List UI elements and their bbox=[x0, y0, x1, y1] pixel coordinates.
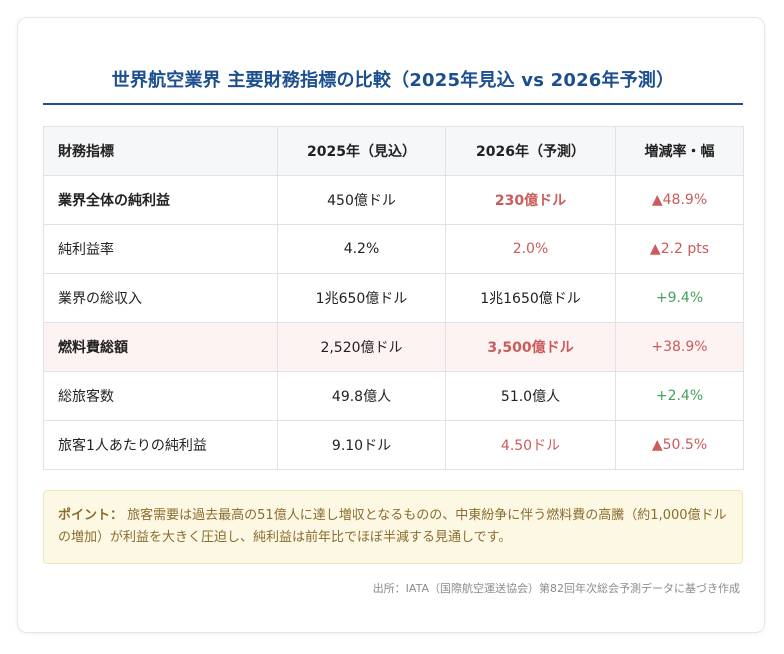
table-row-profit-per-passenger: 旅客1人あたりの純利益 9.10ドル 4.50ドル ▲50.5% bbox=[43, 420, 744, 470]
value-2026: 230億ドル bbox=[445, 175, 616, 225]
header-2025: 2025年（見込） bbox=[277, 126, 446, 176]
table-row-fuel-cost: 燃料費総額 2,520億ドル 3,500億ドル +38.9% bbox=[43, 322, 744, 372]
value-2026: 1兆1650億ドル bbox=[445, 273, 616, 323]
point-callout: ポイント： 旅客需要は過去最高の51億人に達し増収となるものの、中東紛争に伴う燃… bbox=[43, 490, 743, 564]
value-2025: 4.2% bbox=[277, 224, 446, 274]
value-2025: 450億ドル bbox=[277, 175, 446, 225]
metric-label: 旅客1人あたりの純利益 bbox=[43, 420, 278, 470]
header-change: 増減率・幅 bbox=[615, 126, 744, 176]
value-2025: 49.8億人 bbox=[277, 371, 446, 421]
value-2026: 51.0億人 bbox=[445, 371, 616, 421]
metric-label: 純利益率 bbox=[43, 224, 278, 274]
value-2026: 2.0% bbox=[445, 224, 616, 274]
value-change: +9.4% bbox=[615, 273, 744, 323]
table-row-passengers: 総旅客数 49.8億人 51.0億人 +2.4% bbox=[43, 371, 744, 421]
value-2026: 4.50ドル bbox=[445, 420, 616, 470]
value-change: ▲48.9% bbox=[615, 175, 744, 225]
value-change: +38.9% bbox=[615, 322, 744, 372]
value-2025: 2,520億ドル bbox=[277, 322, 446, 372]
value-2025: 1兆650億ドル bbox=[277, 273, 446, 323]
value-2026: 3,500億ドル bbox=[445, 322, 616, 372]
value-change: ▲2.2 pts bbox=[615, 224, 744, 274]
table-row-total-revenue: 業界の総収入 1兆650億ドル 1兆1650億ドル +9.4% bbox=[43, 273, 744, 323]
report-card: 世界航空業界 主要財務指標の比較（2025年見込 vs 2026年予測） 財務指… bbox=[17, 17, 765, 633]
page-title: 世界航空業界 主要財務指標の比較（2025年見込 vs 2026年予測） bbox=[111, 70, 675, 91]
header-metric: 財務指標 bbox=[43, 126, 278, 176]
value-change: ▲50.5% bbox=[615, 420, 744, 470]
point-label: ポイント： bbox=[58, 508, 124, 523]
metric-label: 業界の総収入 bbox=[43, 273, 278, 323]
source-note: 出所：IATA（国際航空運送協会）第82回年次総会予測データに基づき作成 bbox=[372, 582, 740, 595]
table-header-row: 財務指標 2025年（見込） 2026年（予測） 増減率・幅 bbox=[43, 126, 744, 176]
point-text: 旅客需要は過去最高の51億人に達し増収となるものの、中東紛争に伴う燃料費の高騰（… bbox=[58, 508, 727, 545]
title-divider bbox=[43, 103, 743, 105]
value-2025: 9.10ドル bbox=[277, 420, 446, 470]
table-row-net-margin: 純利益率 4.2% 2.0% ▲2.2 pts bbox=[43, 224, 744, 274]
metric-label: 燃料費総額 bbox=[43, 322, 278, 372]
metric-label: 総旅客数 bbox=[43, 371, 278, 421]
metric-label: 業界全体の純利益 bbox=[43, 175, 278, 225]
table-row-net-profit: 業界全体の純利益 450億ドル 230億ドル ▲48.9% bbox=[43, 175, 744, 225]
header-2026: 2026年（予測） bbox=[445, 126, 616, 176]
value-change: +2.4% bbox=[615, 371, 744, 421]
financial-metrics-table: 財務指標 2025年（見込） 2026年（予測） 増減率・幅 業界全体の純利益 … bbox=[43, 126, 744, 470]
